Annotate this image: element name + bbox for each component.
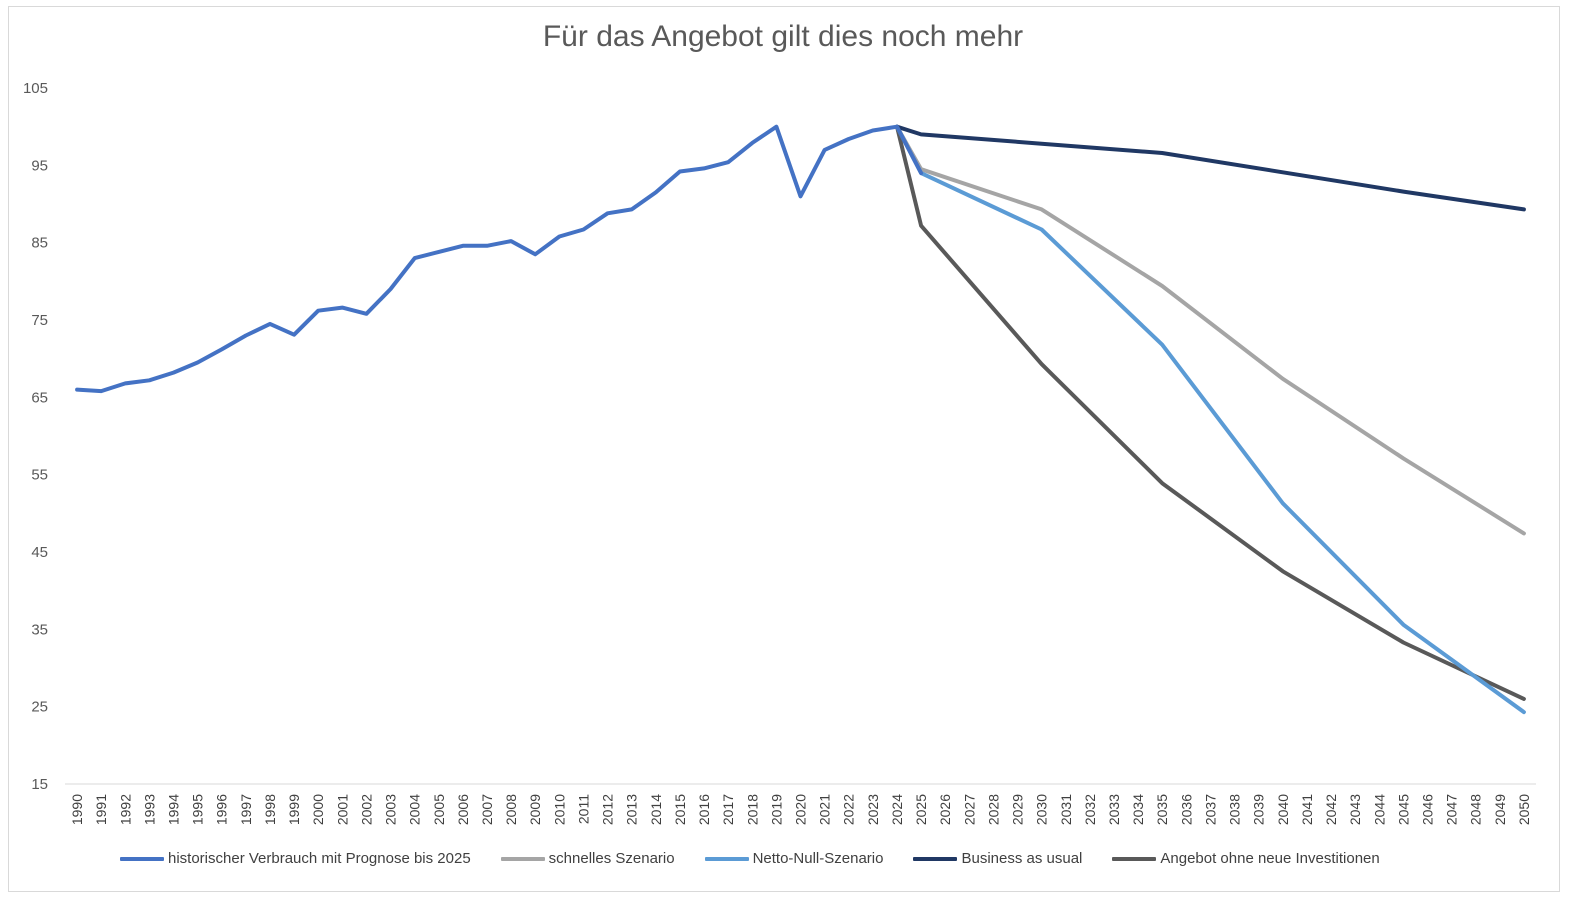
x-tick-label: 1990 [69,794,85,825]
x-tick-label: 2015 [672,794,688,825]
x-tick-label: 2024 [889,794,905,825]
x-tick-label: 2038 [1227,794,1243,825]
x-tick-label: 1995 [190,794,206,825]
x-tick-label: 2033 [1106,794,1122,825]
legend-item: schnelles Szenario [500,850,675,867]
x-tick-label: 2004 [407,794,423,825]
x-tick-label: 2019 [768,794,784,825]
x-tick-label: 2025 [913,794,929,825]
series-line [75,124,924,394]
x-tick-label: 2012 [600,794,616,825]
legend-label: Business as usual [961,850,1083,867]
legend-item: Angebot ohne neue Investitionen [1112,850,1380,867]
x-tick-label: 2042 [1323,794,1339,825]
x-tick-label: 2026 [937,794,953,825]
y-tick-label: 85 [31,235,48,252]
x-tick-label: 2001 [334,794,350,825]
x-axis: 1990 1991 1992 1993 1994 1995 1996 1997 1998 1999… [65,783,1536,825]
y-tick-label: 15 [31,776,48,793]
x-tick-label: 2027 [961,794,977,825]
legend-swatch [704,856,749,861]
x-tick-label: 1992 [117,794,133,825]
x-tick-label: 1996 [214,794,230,825]
x-tick-label: 1993 [141,794,157,825]
x-tick-label: 2010 [551,794,567,825]
x-tick-label: 2046 [1419,794,1435,825]
x-tick-label: 2028 [985,794,1001,825]
legend-item: Business as usual [913,850,1082,867]
x-tick-label: 2041 [1299,794,1315,825]
x-tick-label: 1991 [93,794,109,825]
legend-label: historischer Verbrauch mit Prognose bis … [168,850,471,867]
legend: historischer Verbrauch mit Prognose bis … [120,850,1410,867]
legend-label: schnelles Szenario [548,850,675,867]
x-tick-label: 2045 [1395,794,1411,825]
x-tick-label: 2013 [624,794,640,825]
x-tick-label: 2000 [310,794,326,825]
x-tick-label: 2050 [1516,794,1532,825]
x-tick-label: 1994 [166,794,182,825]
legend-item: historischer Verbrauch mit Prognose bis … [120,850,471,867]
legend-swatch [120,856,164,861]
x-tick-label: 1999 [286,794,302,825]
series-line [895,124,1526,715]
y-axis: 15 25 35 45 55 65 75 85 95 105 [23,80,48,793]
legend-label: Netto-Null-Szenario [752,850,884,867]
x-tick-label: 2006 [455,794,471,825]
legend-item: Netto-Null-Szenario [704,850,884,867]
y-tick-label: 55 [31,467,48,484]
x-tick-label: 2018 [744,794,760,825]
y-tick-label: 95 [31,157,48,174]
x-tick-label: 2002 [358,794,374,825]
x-tick-label: 2009 [527,794,543,825]
chart-title: Für das Angebot gilt dies noch mehr [542,20,1024,53]
series-line [895,124,1526,701]
x-tick-label: 2036 [1178,794,1194,825]
x-tick-label: 2032 [1082,794,1098,825]
x-tick-label: 2008 [503,794,519,825]
x-tick-label: 2043 [1347,794,1363,825]
x-tick-label: 2016 [696,794,712,825]
series-lines [75,124,1526,715]
legend-label: Angebot ohne neue Investitionen [1160,850,1380,867]
y-tick-label: 65 [31,389,48,406]
y-tick-label: 35 [31,621,48,638]
x-tick-label: 2040 [1275,794,1291,825]
x-tick-label: 2048 [1468,794,1484,825]
x-tick-label: 2034 [1130,794,1146,825]
x-tick-label: 2029 [1010,794,1026,825]
legend-swatch [913,856,958,861]
x-tick-label: 2039 [1251,794,1267,825]
legend-swatch [1112,856,1157,861]
x-tick-label: 2035 [1154,794,1170,825]
x-tick-label: 2011 [575,794,591,824]
x-tick-label: 2031 [1058,794,1074,825]
x-tick-label: 2005 [431,794,447,825]
x-tick-label: 2030 [1034,794,1050,825]
x-tick-label: 2021 [817,794,833,825]
x-tick-label: 2022 [841,794,857,825]
x-tick-label: 2037 [1202,794,1218,825]
x-tick-label: 2020 [793,794,809,825]
x-tick-label: 2044 [1371,794,1387,825]
legend-swatch [500,856,545,861]
y-tick-label: 25 [31,699,48,716]
y-tick-label: 75 [31,312,48,329]
x-tick-label: 1998 [262,794,278,825]
x-tick-label: 1997 [238,794,254,825]
x-tick-label: 2049 [1492,794,1508,825]
x-tick-label: 2047 [1444,794,1460,825]
series-line [895,124,1526,212]
y-tick-label: 45 [31,544,48,561]
x-tick-label: 2023 [865,794,881,825]
series-line [895,124,1526,536]
x-tick-label: 2014 [648,794,664,825]
x-tick-label: 2007 [479,794,495,825]
x-tick-label: 2017 [720,794,736,825]
x-tick-label: 2003 [383,794,399,825]
y-tick-label: 105 [23,80,48,97]
